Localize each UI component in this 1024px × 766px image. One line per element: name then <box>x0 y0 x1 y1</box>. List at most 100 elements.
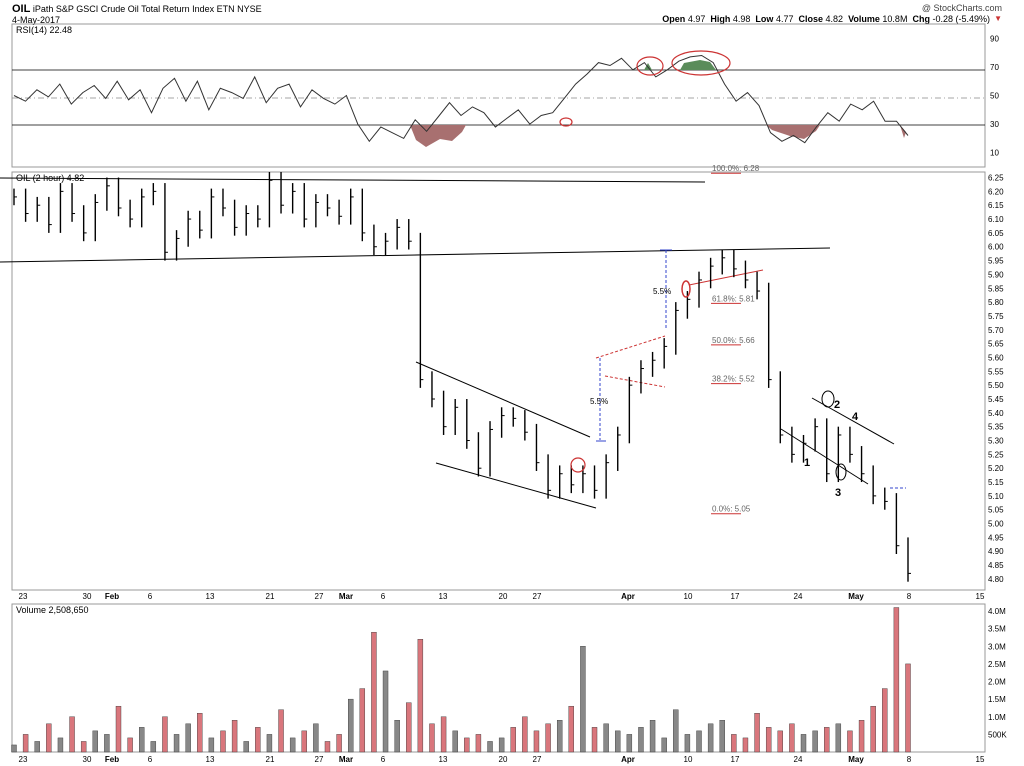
volume-bar <box>57 737 64 753</box>
volume-bar <box>522 716 528 753</box>
volume-bar <box>638 727 644 753</box>
volume-bar <box>34 741 40 753</box>
date-tick-label: 24 <box>794 755 803 764</box>
fib-level-label: 100.0%: 6.28 <box>712 164 760 173</box>
volume-bar <box>127 737 133 753</box>
volume-bar <box>115 705 122 753</box>
volume-bar <box>80 741 87 753</box>
volume-bar <box>545 723 551 753</box>
watermark: @ StockCharts.com <box>921 3 1002 13</box>
volume-bar <box>580 646 586 753</box>
low-value: 4.77 <box>775 14 794 24</box>
date-tick-label: 20 <box>499 755 508 764</box>
pct-label: 5.5% <box>653 287 671 296</box>
volume-bar <box>858 720 865 753</box>
date-tick-label: Mar <box>339 755 353 764</box>
volume-bar <box>348 698 354 753</box>
volume-bars <box>11 607 911 753</box>
date-tick-label: 21 <box>266 592 275 601</box>
rsi-oversold-fill <box>900 125 906 138</box>
high-label: High <box>710 14 731 24</box>
price-tick-label: 5.85 <box>988 284 1004 293</box>
volume-bar <box>835 723 842 753</box>
volume-panel-frame <box>11 603 986 753</box>
volume-bar <box>278 709 284 753</box>
red-trend-line <box>688 269 764 286</box>
volume-bar <box>150 741 157 753</box>
date-tick-label: 13 <box>206 755 215 764</box>
price-tick-label: 4.85 <box>988 561 1004 570</box>
volume-tick-label: 1.5M <box>988 695 1006 704</box>
date-tick-label: 6 <box>381 592 386 601</box>
wedge-upper <box>811 397 895 445</box>
price-tick-label: 5.80 <box>988 298 1004 307</box>
volume-bar <box>475 734 482 753</box>
chart-header: OIL iPath S&P GSCI Crude Oil Total Retur… <box>12 3 262 15</box>
rsi-axis: 10 30 50 70 90 <box>990 34 999 157</box>
date-tick-label: 17 <box>731 755 740 764</box>
volume-bar <box>11 744 17 753</box>
volume-bar <box>429 723 435 753</box>
volume-bar <box>46 723 52 753</box>
rsi-title: RSI(14) 22.48 <box>16 25 72 35</box>
rsi-marker <box>559 117 573 127</box>
chg-value: -0.28 (-5.49%) <box>932 14 990 24</box>
volume-bar <box>498 737 505 753</box>
date-tick-label: 27 <box>315 755 324 764</box>
volume-bar <box>336 734 342 753</box>
price-tick-label: 5.55 <box>988 367 1004 376</box>
volume-bar <box>893 607 900 753</box>
volume-bar <box>289 737 296 753</box>
price-tick-label: 5.65 <box>988 340 1004 349</box>
volume-bar <box>324 741 331 753</box>
close-label: Close <box>798 14 823 24</box>
date-tick-label: 17 <box>731 592 740 601</box>
volume-bar <box>731 734 737 753</box>
volume-bar <box>696 730 702 753</box>
volume-bar <box>673 709 679 753</box>
volume-bar <box>684 734 691 753</box>
volume-bar <box>603 723 609 753</box>
date-tick-label: 30 <box>83 592 92 601</box>
date-tick-label: Feb <box>105 592 119 601</box>
volume-bar <box>742 737 749 753</box>
date-axis: 23 30 Feb 6 13 21 27 Mar 6 13 20 27 Apr 10 17 24 May 8 15 <box>19 755 985 764</box>
date-tick-label: 13 <box>206 592 215 601</box>
price-tick-label: 5.50 <box>988 381 1004 390</box>
volume-bar <box>406 702 412 753</box>
date-tick-label: 13 <box>439 755 448 764</box>
rsi-panel: 10 30 50 70 90 RSI(14) 22.48 <box>11 23 999 168</box>
channel-upper <box>415 361 591 438</box>
date-tick-label: 27 <box>533 755 542 764</box>
volume-bar <box>69 716 75 753</box>
price-bars <box>13 172 911 582</box>
volume-bar <box>185 723 191 753</box>
volume-bar <box>626 734 633 753</box>
date-tick-label: May <box>848 592 864 601</box>
date-tick-label: 10 <box>684 592 693 601</box>
volume-tick-label: 2.0M <box>988 678 1006 687</box>
price-marker <box>570 457 586 473</box>
wave-label-3: 3 <box>835 487 841 499</box>
volume-bar <box>464 737 470 753</box>
volume-bar <box>615 730 621 753</box>
date-tick-label: Apr <box>621 755 635 764</box>
price-tick-label: 5.00 <box>988 520 1004 529</box>
volume-bar <box>568 705 574 753</box>
open-label: Open <box>662 14 686 24</box>
date-tick-label: 23 <box>19 592 28 601</box>
volume-bar <box>255 727 261 753</box>
volume-bar <box>707 723 714 753</box>
volume-bar <box>870 705 876 753</box>
trend-line-top <box>0 177 706 183</box>
fib-levels: 100.0%: 6.28 61.8%: 5.81 50.0%: 5.66 38.2%:… <box>711 164 760 515</box>
volume-tick-label: 2.5M <box>988 660 1006 669</box>
price-tick-label: 4.90 <box>988 547 1004 556</box>
trend-line-neckline <box>0 247 831 263</box>
volume-bar <box>301 730 307 753</box>
price-tick-label: 4.80 <box>988 575 1004 584</box>
price-panel: 4.80 4.85 4.90 4.95 5.00 5.05 5.10 5.15 5.20 5.25… <box>0 164 1004 601</box>
price-tick-label: 5.45 <box>988 395 1004 404</box>
volume-bar <box>266 734 273 753</box>
